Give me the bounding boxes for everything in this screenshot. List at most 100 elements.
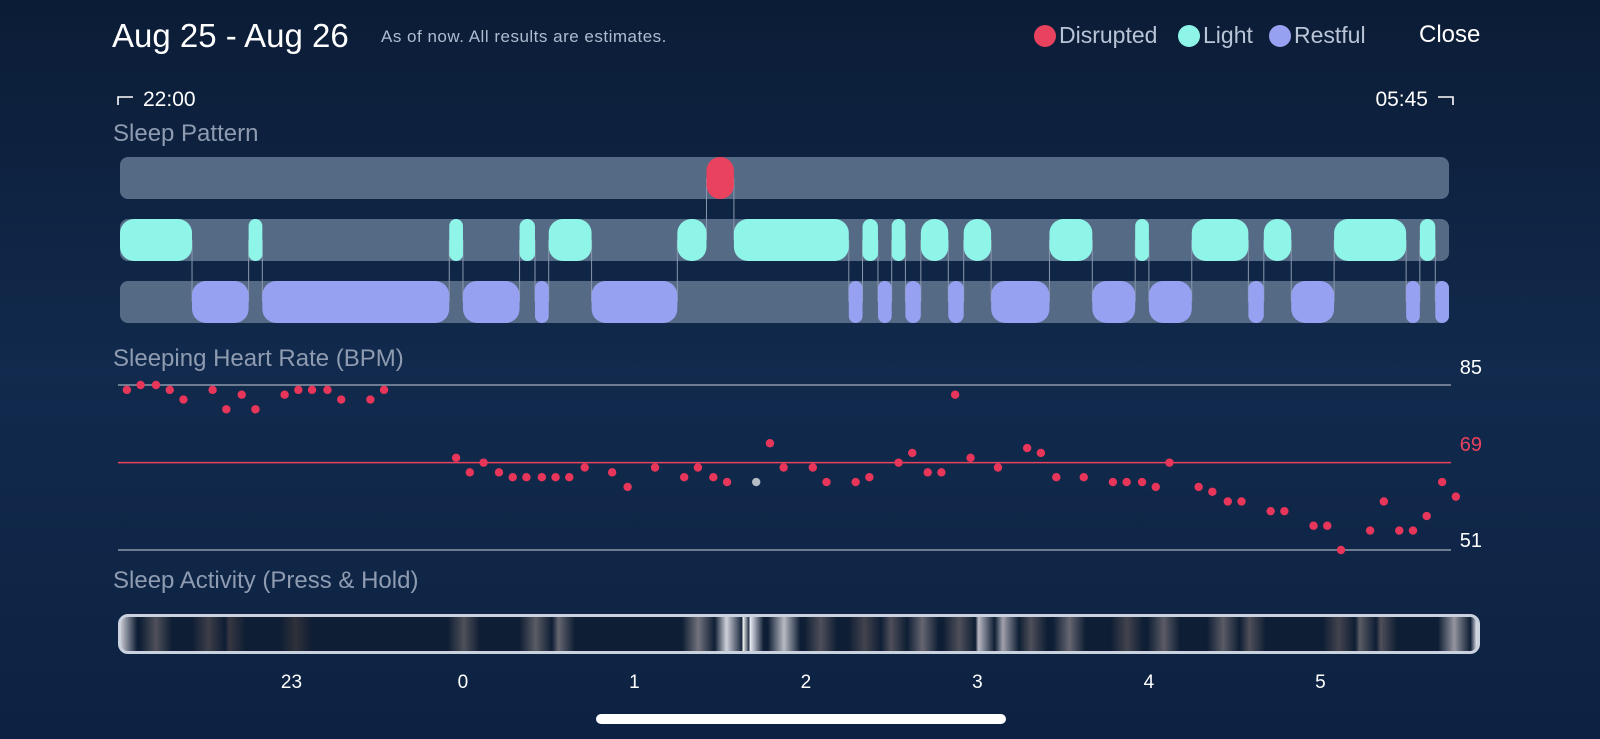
heart-rate-point [1379,497,1389,506]
light-stage-block [120,219,193,261]
light-stage-block [1263,219,1292,261]
heart-rate-point [779,463,788,472]
light-stage-block [733,219,849,261]
heart-rate-point [1451,492,1461,501]
hr-min-label: 51 [1459,530,1482,552]
restful-stage-block [848,281,863,323]
hr-avg-label: 69 [1459,434,1482,456]
heart-rate-point [565,473,574,482]
page-title: Aug 25 - Aug 26 [112,17,349,54]
restful-stage-block [905,281,921,323]
restful-stage-block [262,281,450,323]
heart-rate-point [366,395,375,404]
heart-rate-point [607,468,617,477]
sleep-activity-bar[interactable] [118,614,1480,654]
restful-stage-block [1248,281,1264,323]
heart-rate-point [752,477,761,487]
hr-max-label: 85 [1459,357,1482,379]
light-stage-block [920,219,949,261]
heart-rate-point [923,468,932,477]
restful-stage-block [1092,281,1136,323]
end-time: 05:45 [1375,88,1454,112]
sleep-activity-title: Sleep Activity (Press & Hold) [113,567,419,594]
heart-rate-point [1036,448,1046,458]
heart-rate-point [722,477,732,487]
x-tick-label: 5 [1315,672,1326,693]
restful-stage-block [1406,281,1420,323]
heart-rate-title: Sleeping Heart Rate (BPM) [113,345,404,372]
heart-rate-points[interactable] [122,380,1461,555]
light-stage-block [1419,219,1436,261]
close-button[interactable]: Close [1419,21,1481,48]
disrupted-stage-block [706,157,734,199]
light-stage-block [449,219,463,261]
legend-label: Light [1203,22,1253,48]
legend-restful: Restful [1269,22,1366,49]
heart-rate-point [1165,458,1174,467]
x-tick-label: 1 [629,672,640,693]
heart-rate-point [136,380,145,390]
heart-rate-point [151,380,161,390]
x-tick-label: 2 [800,672,812,693]
heart-rate-point [323,385,332,395]
heart-rate-point [822,477,831,487]
home-indicator[interactable] [596,714,1006,724]
heart-rate-point [709,473,718,482]
end-bracket-icon [1438,95,1454,105]
heart-rate-point [1323,521,1332,530]
heart-rate-point [937,468,946,477]
restful-stage-block [991,281,1050,323]
heart-rate-point [1052,473,1061,482]
heart-rate-reference-lines [118,384,1451,551]
heart-rate-point [479,458,488,467]
disrupted-track [120,157,1449,199]
heart-rate-point [165,385,174,395]
restful-stage-block [1291,281,1335,323]
light-stage-block [519,219,535,261]
legend-label: Disrupted [1059,22,1158,48]
heart-rate-point [280,390,289,399]
heart-rate-point [337,395,346,404]
x-tick-label: 4 [1143,672,1155,693]
heart-rate-point [1223,497,1232,506]
restful-stage-block [877,281,892,323]
start-time-label: 22:00 [143,88,196,111]
heart-rate-point [1408,526,1418,535]
end-time-label: 05:45 [1375,88,1428,111]
heart-rate-point [1437,477,1447,487]
sleep-pattern-title: Sleep Pattern [113,120,259,147]
x-tick-label: 3 [972,672,983,693]
heart-rate-point [307,385,317,395]
heart-rate-point [522,473,531,482]
start-bracket-icon [117,95,133,105]
heart-rate-point [1079,473,1088,482]
disrupted-dot-icon [1034,24,1056,47]
heart-rate-point [1309,521,1318,530]
x-tick-label: 0 [457,672,469,693]
legend-disrupted: Disrupted [1034,22,1157,49]
light-stage-block [1135,219,1149,261]
heart-rate-point [1395,526,1404,535]
heart-rate-point [1022,443,1032,453]
x-tick-label: 23 [280,672,303,693]
heart-rate-point [1137,477,1147,487]
heart-rate-point [208,385,217,395]
light-stage-block [1049,219,1093,261]
heart-rate-point [950,390,960,399]
restful-stage-block [591,281,678,323]
heart-rate-point [1108,477,1118,487]
heart-rate-point [379,385,389,395]
heart-rate-point [693,463,703,472]
heart-rate-point [650,463,660,472]
heart-rate-point [1194,482,1203,492]
heart-rate-point [465,468,475,477]
heart-rate-point [1280,506,1289,516]
heart-rate-point [508,473,517,482]
heart-rate-point [537,473,547,482]
light-stage-block [248,219,263,261]
light-stage-block [963,219,992,261]
heart-rate-point [179,395,188,404]
heart-rate-point [122,385,132,395]
restful-stage-block [192,281,249,323]
heart-rate-point [451,453,461,462]
